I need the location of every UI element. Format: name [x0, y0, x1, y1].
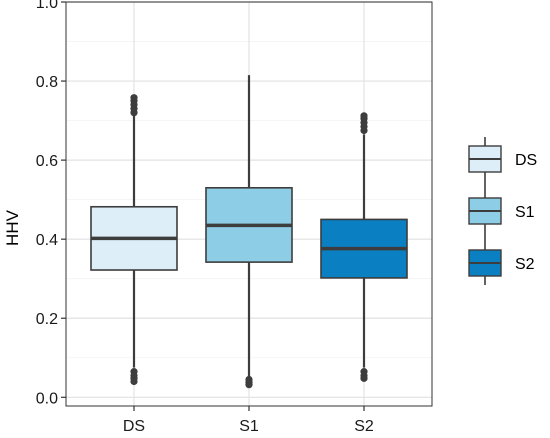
outlier-point-ds-3 — [130, 377, 138, 386]
x-tick-label-s1: S1 — [239, 418, 259, 435]
outlier-point-ds-8 — [130, 94, 138, 102]
outlier-point-s2-2 — [360, 374, 368, 382]
y-tick-label-1: 0.2 — [36, 311, 58, 328]
y-tick-label-2: 0.4 — [36, 232, 58, 249]
box-s1 — [205, 75, 293, 389]
y-tick-label-3: 0.6 — [36, 153, 58, 170]
x-tick-label-ds: DS — [123, 418, 145, 435]
legend: DS S1 S2 — [468, 137, 537, 285]
legend-label-s2: S2 — [515, 256, 535, 273]
legend-label-s1: S1 — [515, 204, 535, 221]
outlier-point-s1-2 — [245, 381, 253, 389]
axis-layer: 0.0 0.2 0.4 0.6 0.8 1.0 DS S1 S2 — [36, 0, 374, 435]
box-s2 — [320, 112, 408, 382]
y-tick-label-0: 0.0 — [36, 390, 58, 407]
x-tick-label-s2: S2 — [354, 418, 374, 435]
y-tick-label-5: 1.0 — [36, 0, 58, 12]
y-axis-label: HHV — [3, 209, 22, 246]
box-layer — [90, 75, 408, 389]
y-tick-label-4: 0.8 — [36, 74, 58, 91]
legend-label-ds: DS — [515, 152, 537, 169]
outlier-point-s2-7 — [360, 112, 368, 120]
box-ds — [90, 94, 178, 386]
